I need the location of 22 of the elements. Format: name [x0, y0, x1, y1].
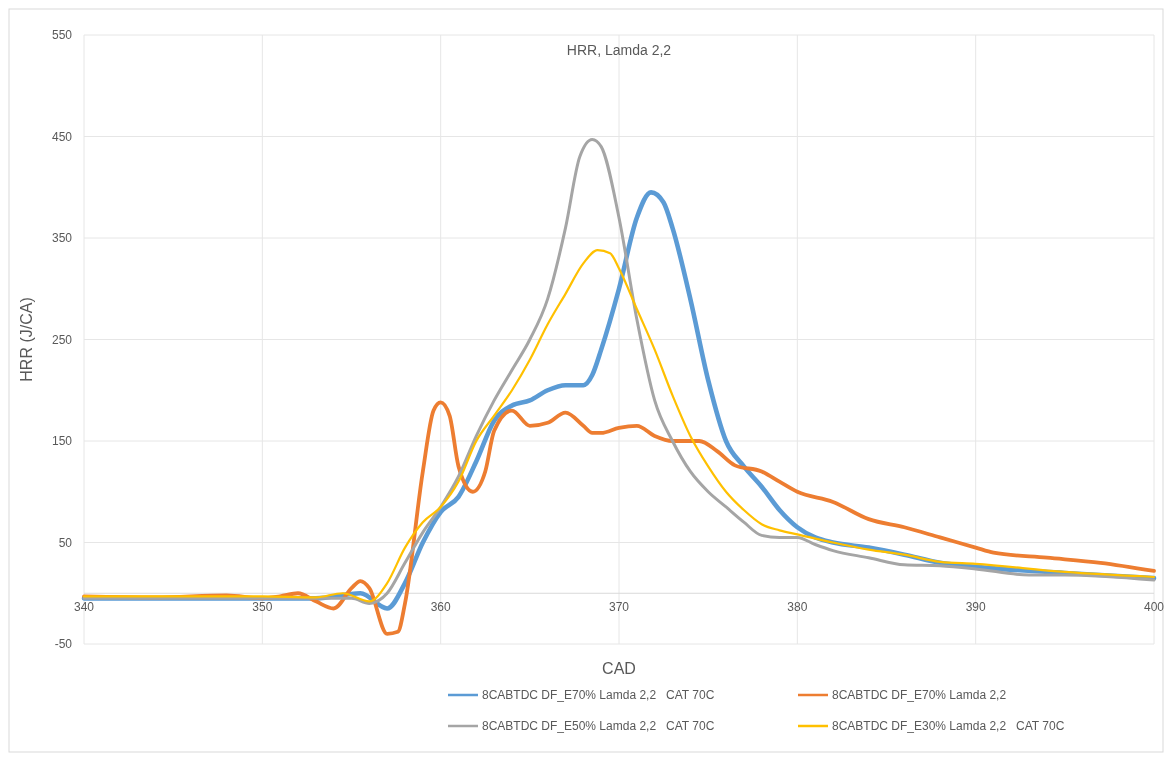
y-axis-title: HRR (J/CA) — [18, 297, 35, 382]
x-tick-label: 340 — [73, 600, 95, 615]
y-tick-label: 450 — [51, 129, 73, 144]
x-axis-title: CAD — [602, 660, 636, 677]
legend-label: 8CABTDC DF_E70% Lamda 2,2 — [832, 688, 1007, 703]
y-tick-label: 550 — [51, 28, 73, 43]
x-tick-label: 370 — [608, 600, 630, 615]
legend-label: 8CABTDC DF_E70% Lamda 2,2 CAT 70C — [482, 688, 715, 703]
x-tick-label: 380 — [787, 600, 808, 615]
y-tick-label: -50 — [54, 637, 73, 652]
y-tick-label: 350 — [51, 231, 73, 246]
line-series — [82, 249, 1156, 603]
x-tick-label: 350 — [252, 600, 273, 615]
y-tick-label: 50 — [58, 535, 73, 550]
y-tick-label: 150 — [51, 434, 73, 449]
legend-label: 8CABTDC DF_E50% Lamda 2,2 CAT 70C — [482, 719, 715, 734]
y-tick-label: 250 — [51, 332, 73, 347]
x-tick-label: 390 — [965, 600, 986, 615]
x-tick-label: 400 — [1143, 600, 1165, 615]
legend-label: 8CABTDC DF_E30% Lamda 2,2 CAT 70C — [832, 719, 1065, 734]
x-tick-label: 360 — [430, 600, 451, 615]
text: HRR, Lamda 2,2 — [566, 42, 672, 58]
